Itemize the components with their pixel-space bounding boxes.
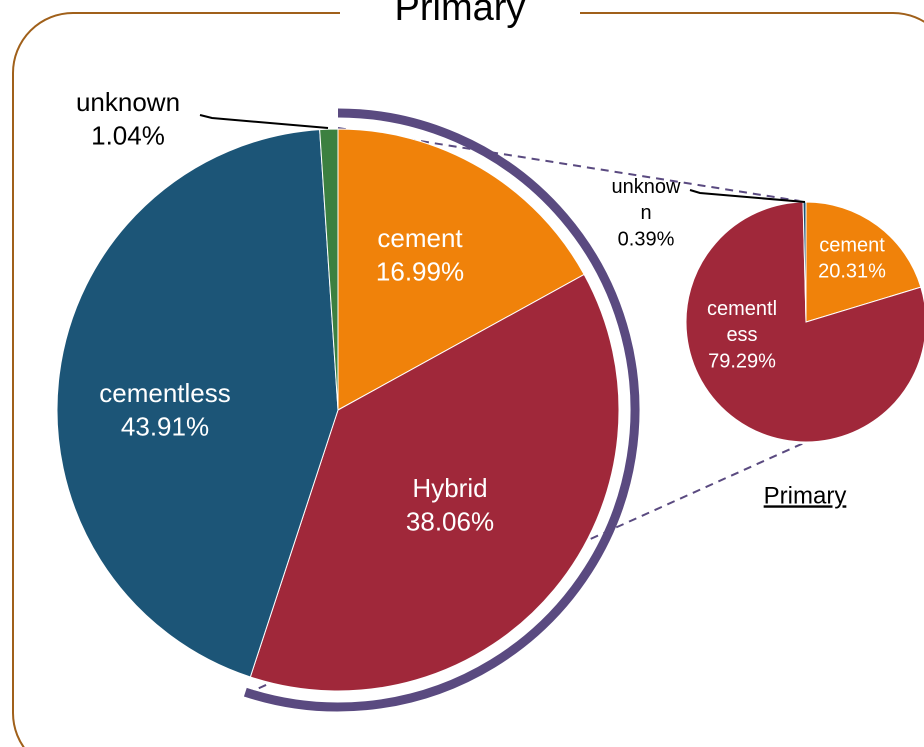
pie-slice: [319, 128, 339, 411]
pie-title: Primary: [764, 482, 847, 509]
chart-title: Primary: [395, 0, 526, 29]
connector-line: [337, 127, 807, 203]
pie-slice: [249, 273, 620, 692]
leader-line: [199, 114, 329, 129]
slice-label: unknown: [76, 87, 180, 117]
leader-line: [689, 189, 806, 203]
slice-label: cementless: [99, 378, 231, 408]
value-label: 43.91%: [121, 412, 209, 442]
title-backdrop: [340, 0, 580, 30]
slice-label: cement: [377, 223, 463, 253]
pie-slice: [56, 129, 339, 678]
slice-label: cement: [819, 234, 885, 256]
pie-slice: [337, 128, 585, 411]
value-label: 20.31%: [818, 260, 886, 282]
value-label: 0.39%: [618, 228, 675, 250]
pie-slice: [805, 201, 922, 323]
value-label: 1.04%: [91, 121, 165, 151]
value-label: 79.29%: [708, 350, 776, 372]
value-label: 38.06%: [406, 507, 494, 537]
highlight-arc: [243, 108, 640, 712]
slice-label: Hybrid: [412, 473, 487, 503]
value-label: 16.99%: [376, 257, 464, 287]
pie-slice: [685, 201, 924, 443]
